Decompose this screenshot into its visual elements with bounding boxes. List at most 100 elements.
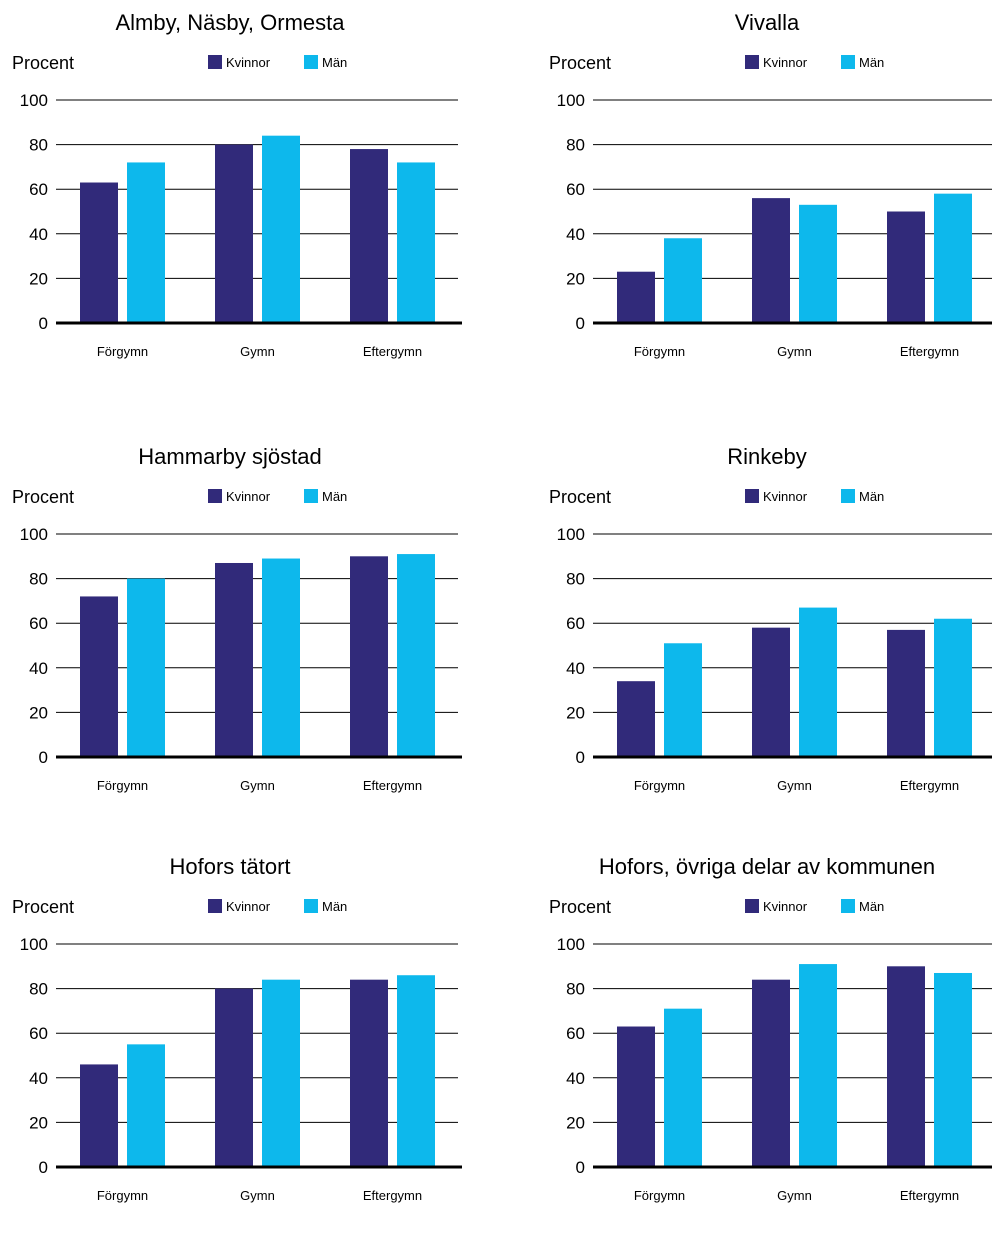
chart-title: Hammarby sjöstad	[138, 444, 322, 469]
legend-label: Kvinnor	[763, 489, 808, 504]
legend-swatch	[208, 55, 222, 69]
bar	[262, 979, 300, 1167]
x-tick-label: Förgymn	[97, 344, 148, 359]
y-axis-label: Procent	[549, 897, 611, 917]
x-tick-label: Eftergymn	[900, 1188, 959, 1203]
y-tick-label: 80	[29, 136, 48, 155]
bar	[215, 144, 253, 323]
chart-panel-almby: Almby, Näsby, Ormesta Procent Kvinnor Män 0…	[0, 0, 462, 390]
y-tick-label: 40	[29, 225, 48, 244]
y-tick-label: 20	[29, 1113, 48, 1132]
y-tick-label: 80	[566, 570, 585, 589]
x-tick-label: Förgymn	[634, 344, 685, 359]
bar	[127, 578, 165, 757]
bar	[350, 556, 388, 757]
legend-label: Kvinnor	[226, 899, 271, 914]
bar	[934, 193, 972, 323]
legend-swatch	[304, 899, 318, 913]
x-tick-label: Förgymn	[634, 778, 685, 793]
x-tick-label: Förgymn	[97, 1188, 148, 1203]
x-tick-label: Eftergymn	[363, 778, 422, 793]
chart-panel-hofors-tatort: Hofors tätort Procent Kvinnor Män 0 20 40 60 80…	[0, 844, 462, 1234]
chart-panel-hammarby: Hammarby sjöstad Procent Kvinnor Män 0 20 40 6…	[0, 434, 462, 824]
y-tick-label: 60	[566, 1024, 585, 1043]
legend-label: Män	[322, 55, 347, 70]
y-tick-label: 100	[557, 525, 585, 544]
x-tick-label: Gymn	[777, 1188, 812, 1203]
legend-label: Kvinnor	[763, 55, 808, 70]
bar	[397, 554, 435, 757]
y-tick-label: 60	[566, 614, 585, 633]
y-tick-label: 80	[566, 980, 585, 999]
x-tick-label: Gymn	[240, 344, 275, 359]
y-tick-label: 20	[566, 269, 585, 288]
y-tick-label: 80	[566, 136, 585, 155]
chart-title: Hofors, övriga delar av kommunen	[598, 854, 936, 879]
y-axis-label: Procent	[12, 53, 74, 73]
y-tick-label: 60	[29, 614, 48, 633]
legend-label: Män	[859, 55, 884, 70]
x-tick-label: Förgymn	[634, 1188, 685, 1203]
bar	[934, 972, 972, 1167]
y-tick-label: 20	[566, 1113, 585, 1132]
bar	[262, 558, 300, 757]
legend-label: Män	[322, 899, 347, 914]
bar	[80, 1064, 118, 1167]
legend-swatch	[841, 55, 855, 69]
y-tick-label: 40	[29, 659, 48, 678]
legend-label: Kvinnor	[226, 55, 271, 70]
bar	[887, 629, 925, 757]
y-axis-label: Procent	[12, 897, 74, 917]
legend-swatch	[745, 899, 759, 913]
x-tick-label: Gymn	[777, 778, 812, 793]
bar	[887, 966, 925, 1167]
y-tick-label: 0	[576, 1158, 585, 1177]
bar	[799, 964, 837, 1167]
x-tick-label: Eftergymn	[363, 344, 422, 359]
y-tick-label: 60	[566, 180, 585, 199]
legend-swatch	[745, 55, 759, 69]
bar	[799, 204, 837, 323]
y-tick-label: 80	[29, 980, 48, 999]
chart-svg: Procent Kvinnor Män 0 20 40 60 80 100 Förgymn Gymn…	[549, 897, 992, 1203]
chart-panel-vivalla: Vivalla Procent Kvinnor Män 0 20 40 60 80 100 För…	[537, 0, 992, 390]
bar	[80, 596, 118, 757]
y-tick-label: 20	[29, 269, 48, 288]
y-tick-label: 100	[20, 91, 48, 110]
chart-panel-hofors-ovriga: Hofors, övriga delar av kommunen Procent…	[537, 844, 992, 1234]
bar	[350, 979, 388, 1167]
bar	[215, 562, 253, 757]
bar	[752, 627, 790, 757]
chart-title: Hofors tätort	[169, 854, 291, 879]
bar	[215, 988, 253, 1167]
y-tick-label: 0	[39, 1158, 48, 1177]
legend-label: Män	[859, 489, 884, 504]
x-tick-label: Gymn	[240, 778, 275, 793]
bar	[664, 238, 702, 323]
bar	[887, 211, 925, 323]
bar	[752, 979, 790, 1167]
chart-panel-rinkeby: Rinkeby Procent Kvinnor Män 0 20 40 60 80 100 För…	[537, 434, 992, 824]
legend-label: Kvinnor	[226, 489, 271, 504]
bar	[934, 618, 972, 757]
chart-title: Vivalla	[734, 10, 800, 35]
chart-svg: Procent Kvinnor Män 0 20 40 60 80 100 Förgymn Gymn…	[549, 487, 992, 793]
bar	[799, 607, 837, 757]
y-tick-label: 0	[576, 314, 585, 333]
y-axis-label: Procent	[549, 487, 611, 507]
x-tick-label: Eftergymn	[363, 1188, 422, 1203]
bar	[397, 162, 435, 323]
y-tick-label: 0	[39, 748, 48, 767]
chart-svg: Procent Kvinnor Män 0 20 40 60 80 100 Förgymn Gymn…	[12, 53, 462, 359]
legend-swatch	[304, 55, 318, 69]
y-tick-label: 40	[566, 659, 585, 678]
legend-swatch	[304, 489, 318, 503]
legend-label: Kvinnor	[763, 899, 808, 914]
legend-swatch	[841, 899, 855, 913]
bar	[617, 681, 655, 757]
y-tick-label: 0	[576, 748, 585, 767]
x-tick-label: Gymn	[240, 1188, 275, 1203]
y-tick-label: 100	[20, 935, 48, 954]
y-tick-label: 20	[29, 703, 48, 722]
legend-swatch	[208, 489, 222, 503]
